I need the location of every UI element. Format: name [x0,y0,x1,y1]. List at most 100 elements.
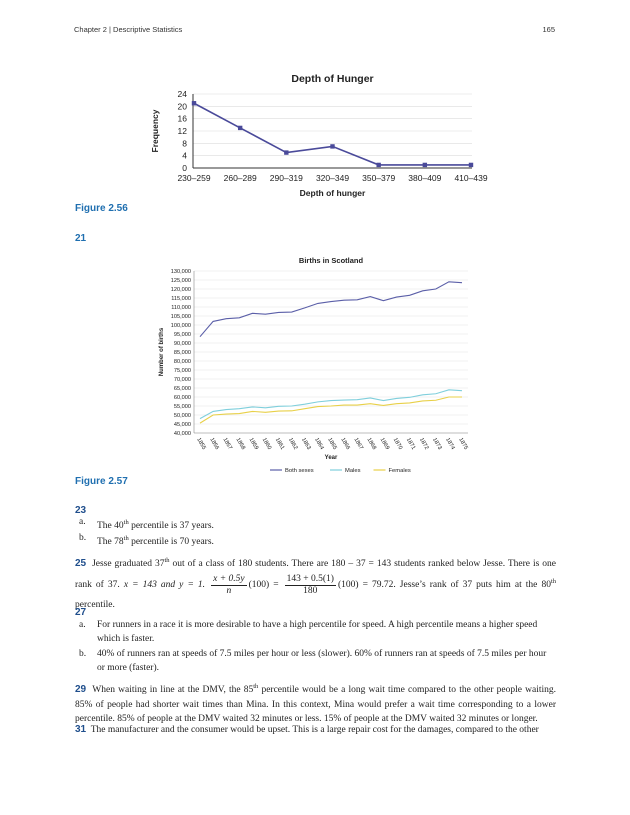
question-31-number: 31 [75,724,87,735]
x-tick-label: 1872 [418,437,429,451]
x-tick-label: 1858 [235,437,246,451]
x-tick-label: 1860 [261,437,272,451]
y-tick-label: 55,000 [174,404,191,410]
q27-b-text: 40% of runners ran at speeds of 7.5 mile… [97,649,547,673]
q25-text-4: percentile. [75,599,115,610]
y-tick-label: 8 [182,138,187,148]
y-tick-label: 50,000 [174,413,191,419]
q27-item-b: b. 40% of runners ran at speeds of 7.5 m… [79,648,556,676]
x-tick-label: 1865 [326,437,337,451]
legend-label: Both sexes [285,468,314,474]
q25-text-1: Jesse graduated 37 [92,559,165,570]
q23-a-marker: a. [79,517,86,527]
q23-a-text: The 40 [97,521,124,532]
question-23-number: 23 [75,505,87,516]
q31-text: The manufacturer and the consumer would … [90,725,539,735]
data-point [468,162,474,168]
q29-text-2: percentile would be a long wait time com… [75,685,556,725]
q23-b-marker: b. [79,533,87,543]
legend-label: Females [389,468,411,474]
y-tick-label: 110,000 [171,305,191,311]
y-tick-label: 125,000 [171,278,191,284]
x-tick-label: 1870 [392,437,403,451]
x-tick-label: 380–409 [408,173,441,183]
q25-text-mid: (100) = [248,580,283,591]
data-point [330,144,335,149]
y-tick-label: 115,000 [171,296,191,302]
series-line [199,389,463,420]
x-tick-label: 1862 [287,437,298,451]
x-tick-label: 1867 [352,437,363,451]
q27-b-marker: b. [79,649,87,659]
q25-sup-1: th [164,557,170,564]
depth-of-hunger-chart: Depth of Hunger 0 4 8 12 16 20 24 230–259 260–289… [150,73,488,198]
question-29-answer: 29 When waiting in line at the DMV, the … [75,680,556,727]
figure-2-57-label: Figure 2.57 [75,476,128,487]
legend-label: Males [345,468,361,474]
y-tick-label: 105,000 [171,314,191,320]
q23-b-sup: th [123,535,129,542]
x-tick-label: 1871 [405,437,416,451]
x-tick-label: 1855 [195,437,206,451]
q29-sup: th [253,683,259,690]
x-tick-label: 1868 [366,437,377,451]
q23-b-text: The 78 [97,537,124,548]
question-27-number: 27 [75,607,87,618]
y-tick-label: 130,000 [171,269,191,275]
q25-formula-numerator: x + 0.5y [211,573,247,586]
question-29-number: 29 [75,684,87,696]
y-tick-label: 95,000 [174,332,191,338]
y-tick-label: 16 [178,114,188,124]
q25-sup-2: th [550,578,557,586]
x-tick-label: 410–439 [454,173,487,183]
question-31-answer: 31 The manufacturer and the consumer wou… [75,723,556,738]
q25-value-fraction: 143 + 0.5(1) 180 [284,573,336,597]
chart-title: Depth of Hunger [291,73,373,85]
x-tick-label: 350–379 [362,173,395,183]
data-point [284,150,289,155]
y-axis-label: Number of births [159,327,165,376]
q25-x-y-values: x = 143 and y = 1. [123,580,210,591]
x-tick-label: 1864 [313,437,324,451]
y-tick-label: 70,000 [174,377,191,383]
data-point [191,101,197,106]
y-tick-label: 120,000 [171,287,191,293]
q25-value-numerator: 143 + 0.5(1) [284,573,336,586]
x-tick-label: 1869 [379,437,390,451]
figure-2-56-label: Figure 2.56 [75,203,128,214]
chart-title: Births in Scotland [299,256,364,265]
q29-text-1: When waiting in line at the DMV, the 85 [92,685,254,696]
q27-a-text: For runners in a race it is more desirab… [97,620,538,644]
question-21-number: 21 [75,233,87,244]
x-axis-label: Year [325,455,338,461]
x-tick-label: 1863 [300,437,311,451]
x-tick-label: 1861 [274,437,285,451]
q27-a-marker: a. [79,620,86,630]
x-tick-label: 1857 [221,437,232,451]
q25-formula-fraction: x + 0.5y n [211,573,247,597]
q23-a-sup: th [123,519,129,526]
y-tick-label: 80,000 [174,359,191,365]
q23-b-text-end: percentile is 70 years. [128,537,214,548]
x-tick-label: 320–349 [316,173,349,183]
births-in-scotland-chart: Births in Scotland 40,000 45,000 50,000 55,0… [159,256,469,474]
y-tick-label: 4 [182,151,187,161]
y-tick-label: 0 [182,163,187,173]
q25-text-2: out of a class of 180 students. There ar… [75,559,556,591]
data-point [237,125,243,131]
q23-a-text-end: percentile is 37 years. [128,521,214,532]
x-tick-label: 1856 [208,437,219,451]
series-line [199,281,463,338]
y-tick-label: 90,000 [174,341,191,347]
y-tick-label: 65,000 [174,386,191,392]
y-tick-label: 45,000 [174,422,191,428]
y-axis-label: Frequency [150,109,160,152]
y-tick-label: 12 [178,126,188,136]
question-25-answer: 25 Jesse graduated 37th out of a class o… [75,552,556,614]
question-25-number: 25 [75,558,87,570]
running-header-chapter: Chapter 2 | Descriptive Statistics [74,25,183,34]
y-tick-label: 40,000 [174,431,191,437]
y-tick-label: 60,000 [174,395,191,401]
y-tick-label: 24 [178,89,188,99]
x-axis-label: Depth of hunger [300,188,366,198]
